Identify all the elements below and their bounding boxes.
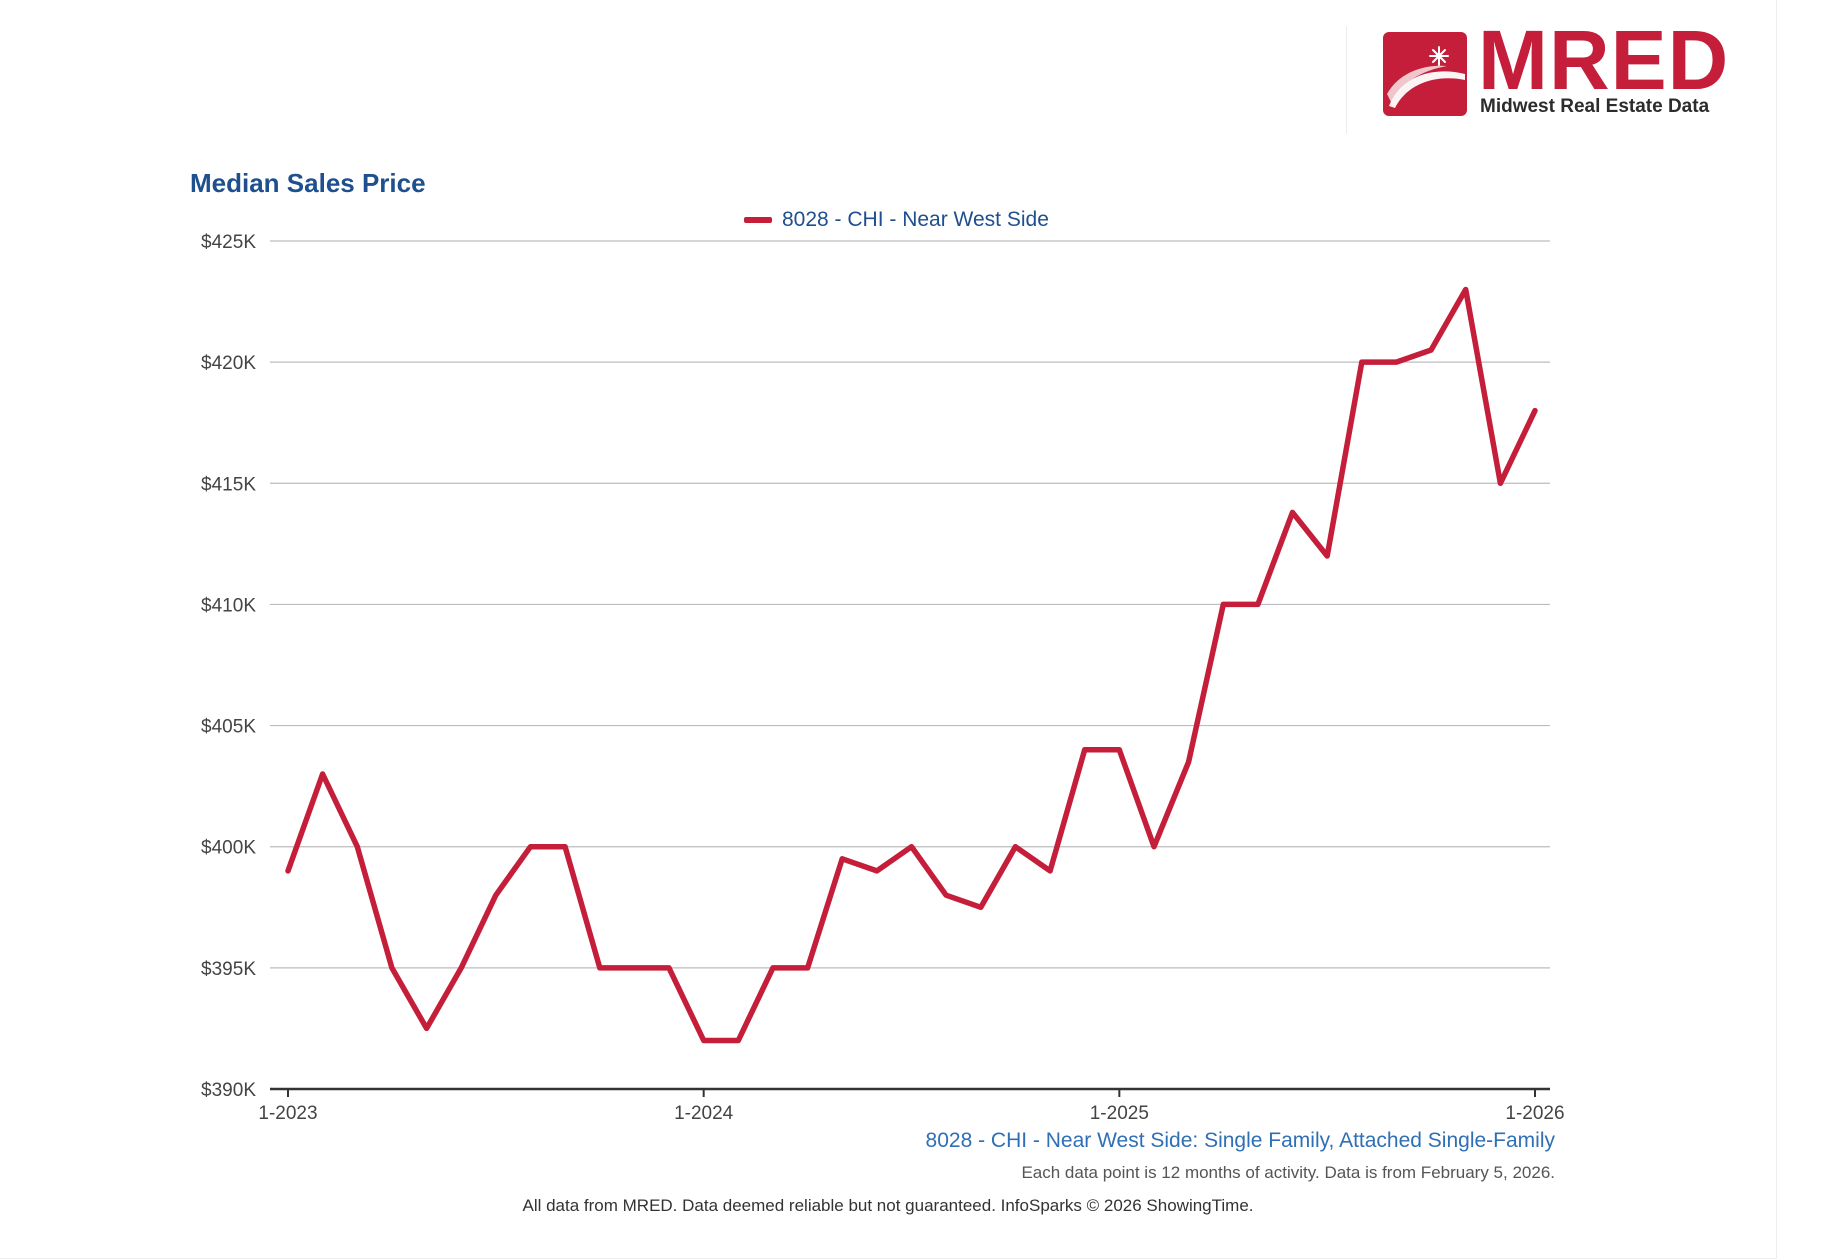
chart-legend[interactable]: 8028 - CHI - Near West Side xyxy=(744,205,1049,235)
logo-divider xyxy=(1346,26,1347,134)
x-tick-label: 1-2024 xyxy=(674,1103,734,1124)
footer-disclaimer: All data from MRED. Data deemed reliable… xyxy=(522,1196,1254,1215)
data-note: Each data point is 12 months of activity… xyxy=(1021,1163,1555,1182)
report-page: MRED Midwest Real Estate Data Median Sal… xyxy=(0,0,1777,1259)
y-tick-label: $395K xyxy=(201,959,256,980)
logo-tagline: Midwest Real Estate Data xyxy=(1480,96,1710,117)
y-tick-label: $420K xyxy=(201,353,256,374)
chart-title: Median Sales Price xyxy=(190,168,426,198)
y-tick-label: $415K xyxy=(201,474,256,495)
y-tick-label: $400K xyxy=(201,838,256,859)
mred-logo: MRED Midwest Real Estate Data xyxy=(1383,18,1737,122)
x-tick-label: 1-2025 xyxy=(1090,1103,1149,1124)
legend-label: 8028 - CHI - Near West Side xyxy=(782,208,1049,231)
y-tick-label: $425K xyxy=(201,232,256,253)
logo-wordmark: MRED xyxy=(1478,13,1730,107)
series-caption: 8028 - CHI - Near West Side: Single Fami… xyxy=(925,1129,1555,1152)
series-line-near-west-side xyxy=(285,286,1538,1044)
y-tick-label: $410K xyxy=(201,595,256,616)
line-chart: $390K $395K $400K $405K $410K $415K $420K $425K… xyxy=(201,232,1565,1124)
x-tick-label: 1-2023 xyxy=(258,1103,317,1124)
y-tick-label: $405K xyxy=(201,717,256,738)
legend-swatch xyxy=(744,217,772,223)
mred-logo-mark-icon xyxy=(1383,32,1467,116)
x-tick-label: 1-2026 xyxy=(1505,1103,1564,1124)
y-tick-label: $390K xyxy=(201,1080,256,1101)
